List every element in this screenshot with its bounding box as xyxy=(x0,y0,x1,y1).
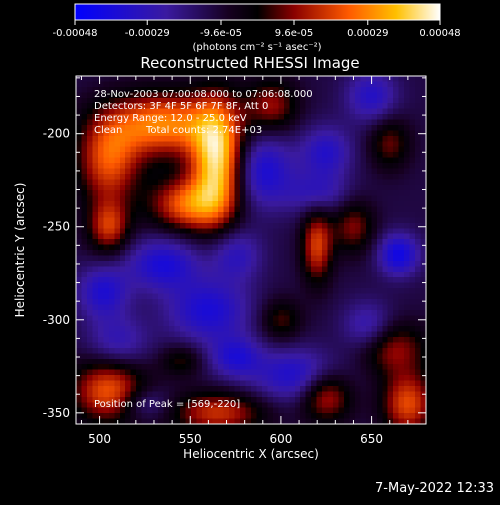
annotation-block: 28-Nov-2003 07:00:08.000 to 07:06:08.000… xyxy=(94,89,313,136)
annotation-energy-range: Energy Range: 12.0 - 25.0 keV xyxy=(94,113,247,124)
y-tick-label: -350 xyxy=(43,406,70,420)
y-tick-label: -250 xyxy=(43,220,70,234)
colorbar-unit-label: (photons cm⁻² s⁻¹ asec⁻²) xyxy=(192,42,321,53)
annotation-detectors: Detectors: 3F 4F 5F 6F 7F 8F, Att 0 xyxy=(94,101,268,112)
heatmap-image xyxy=(76,76,426,424)
annotation-total-counts: Total counts: 2.74E+03 xyxy=(145,125,262,136)
colorbar-tick-label: 0.00048 xyxy=(419,28,460,39)
x-tick-label: 600 xyxy=(269,432,292,446)
timestamp: 7-May-2022 12:33 xyxy=(375,481,494,496)
y-tick-label: -300 xyxy=(43,313,70,327)
y-tick-label: -200 xyxy=(43,127,70,141)
colorbar-tick-label: -0.00029 xyxy=(125,28,170,39)
y-axis-ticks: -200 -250 -300 -350 xyxy=(43,77,426,420)
x-tick-label: 500 xyxy=(88,432,111,446)
colorbar-tick-label: 9.6e-05 xyxy=(275,28,313,39)
x-tick-label: 550 xyxy=(179,432,202,446)
colorbar-ticks: -0.00048 -0.00029 -9.6e-05 9.6e-05 0.00029 0.… xyxy=(53,20,461,39)
colorbar-tick-label: -9.6e-05 xyxy=(200,28,242,39)
x-axis-label: Heliocentric X (arcsec) xyxy=(183,447,319,461)
colorbar xyxy=(74,3,441,21)
y-axis-label: Heliocentric Y (arcsec) xyxy=(13,183,27,318)
colorbar-tick-label: 0.00029 xyxy=(347,28,388,39)
annotation-clean: Clean xyxy=(94,125,122,136)
x-tick-label: 650 xyxy=(360,432,383,446)
peak-position-label: Position of Peak = [569,-220] xyxy=(94,399,240,410)
annotation-time-range: 28-Nov-2003 07:00:08.000 to 07:06:08.000 xyxy=(94,89,313,100)
chart-title: Reconstructed RHESSI Image xyxy=(140,54,359,72)
plot-frame xyxy=(75,75,427,425)
x-axis-ticks: 500 550 600 650 xyxy=(80,76,427,446)
colorbar-tick-label: -0.00048 xyxy=(53,28,98,39)
